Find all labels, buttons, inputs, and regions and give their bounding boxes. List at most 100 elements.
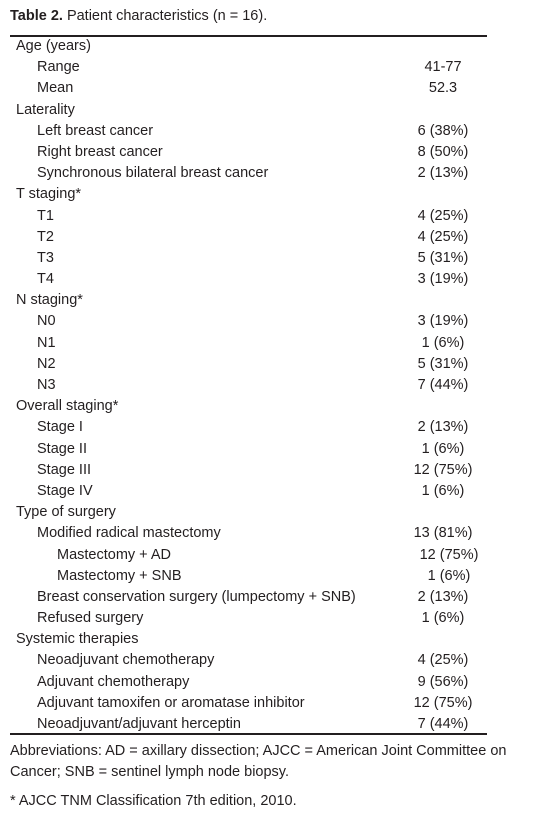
row-value: 1 (6%) xyxy=(421,440,465,457)
row-label: Stage II xyxy=(37,440,87,457)
row-value: 12 (75%) xyxy=(413,461,473,478)
row-label: Stage IV xyxy=(37,482,93,499)
table-bottom-rule xyxy=(10,733,487,735)
row-value: 3 (19%) xyxy=(417,313,469,330)
row-label: Neoadjuvant chemotherapy xyxy=(37,652,215,669)
table-row: Mastectomy + AD 12 (75%) xyxy=(10,545,487,566)
row-label: Refused surgery xyxy=(37,610,144,627)
table-caption: Table 2. Patient characteristics (n = 16… xyxy=(10,6,267,26)
table-row: Stage II 1 (6%) xyxy=(10,439,487,460)
table-section-header: Type of surgery xyxy=(10,502,487,523)
table-row: Stage III 12 (75%) xyxy=(10,460,487,481)
table-row: N1 1 (6%) xyxy=(10,333,487,354)
row-label: Adjuvant tamoxifen or aromatase inhibito… xyxy=(37,694,305,711)
row-label: T1 xyxy=(37,207,54,224)
table-caption-text: Patient characteristics (n = 16). xyxy=(62,8,268,24)
row-label: Laterality xyxy=(16,101,75,118)
row-label: N2 xyxy=(37,355,56,372)
table-row: T2 4 (25%) xyxy=(10,227,487,248)
table-row: T1 4 (25%) xyxy=(10,206,487,227)
row-value: 8 (50%) xyxy=(417,143,469,160)
row-label: T2 xyxy=(37,228,54,245)
row-label: Mastectomy + AD xyxy=(57,546,172,563)
table-row: Modified radical mastectomy 13 (81%) xyxy=(10,523,487,544)
table-caption-label: Table 2. xyxy=(10,8,63,24)
row-value: 1 (6%) xyxy=(427,567,471,584)
row-value: 12 (75%) xyxy=(413,694,473,711)
table-row: Range 41-77 xyxy=(10,57,487,78)
table-row: Right breast cancer 8 (50%) xyxy=(10,142,487,163)
table-row: Refused surgery 1 (6%) xyxy=(10,608,487,629)
row-value: 4 (25%) xyxy=(417,652,469,669)
table-section-header: Laterality xyxy=(10,100,487,121)
table-row: N0 3 (19%) xyxy=(10,311,487,332)
ajcc-footnote: * AJCC TNM Classification 7th edition, 2… xyxy=(10,793,297,809)
row-value: 13 (81%) xyxy=(413,525,473,542)
row-label: N1 xyxy=(37,334,56,351)
table-row: N2 5 (31%) xyxy=(10,354,487,375)
row-label: N3 xyxy=(37,377,56,393)
row-value: 1 (6%) xyxy=(421,482,465,499)
row-label: Breast conservation surgery (lumpectomy … xyxy=(37,588,356,605)
row-label: T staging* xyxy=(16,186,82,203)
table-section-header: Age (years) xyxy=(10,36,487,57)
table-row: Breast conservation surgery (lumpectomy … xyxy=(10,587,487,608)
table-row: Synchronous bilateral breast cancer 2 (13… xyxy=(10,163,487,184)
table-top-rule xyxy=(10,35,487,37)
row-label: Stage III xyxy=(37,461,92,478)
row-label: Age (years) xyxy=(16,38,91,54)
row-value: 9 (56%) xyxy=(417,673,469,690)
row-label: Modified radical mastectomy xyxy=(37,525,221,542)
table-row: N3 7 (44%) xyxy=(10,375,487,396)
row-label: Range xyxy=(37,59,80,76)
table-footnotes: Abbreviations: AD = axillary dissection;… xyxy=(10,741,510,812)
table-row: Neoadjuvant/adjuvant herceptin 7 (44%) xyxy=(10,714,487,735)
row-value: 4 (25%) xyxy=(417,228,469,245)
row-label: T4 xyxy=(37,271,54,288)
table-row: Stage I 2 (13%) xyxy=(10,417,487,438)
row-value: 52.3 xyxy=(428,80,458,97)
row-value: 1 (6%) xyxy=(421,334,465,351)
row-label: Mean xyxy=(37,80,74,97)
table-row: Mean 52.3 xyxy=(10,78,487,99)
row-label: T3 xyxy=(37,249,54,266)
row-label: Synchronous bilateral breast cancer xyxy=(37,165,269,182)
row-value: 7 (44%) xyxy=(417,377,469,393)
row-label: Type of surgery xyxy=(16,504,116,521)
row-value: 2 (13%) xyxy=(417,165,469,182)
row-label: Overall staging* xyxy=(16,398,119,415)
table-row: T3 5 (31%) xyxy=(10,248,487,269)
table-row: Neoadjuvant chemotherapy 4 (25%) xyxy=(10,650,487,671)
row-value: 2 (13%) xyxy=(417,419,469,436)
table-section-header: Overall staging* xyxy=(10,396,487,417)
table-section-header: Systemic therapies xyxy=(10,629,487,650)
row-label: Adjuvant chemotherapy xyxy=(37,673,190,690)
row-label: Mastectomy + SNB xyxy=(57,567,182,584)
row-label: N0 xyxy=(37,313,56,330)
abbreviations-note: Abbreviations: AD = axillary dissection;… xyxy=(10,743,507,780)
table-row: Adjuvant tamoxifen or aromatase inhibito… xyxy=(10,693,487,714)
row-value: 5 (31%) xyxy=(417,355,469,372)
table-section-header: T staging* xyxy=(10,184,487,205)
row-value: 7 (44%) xyxy=(417,716,469,732)
patient-characteristics-table: Age (years) Range 41-77 Mean 52.3 Laterality L… xyxy=(10,36,487,735)
row-label: Stage I xyxy=(37,419,83,436)
row-value: 3 (19%) xyxy=(417,271,469,288)
row-value: 5 (31%) xyxy=(417,249,469,266)
table-row: T4 3 (19%) xyxy=(10,269,487,290)
row-label: Left breast cancer xyxy=(37,122,154,139)
table-row: Left breast cancer 6 (38%) xyxy=(10,121,487,142)
row-label: Systemic therapies xyxy=(16,631,139,648)
table-row: Adjuvant chemotherapy 9 (56%) xyxy=(10,672,487,693)
row-label: Right breast cancer xyxy=(37,143,163,160)
table-section-header: N staging* xyxy=(10,290,487,311)
table-row: Stage IV 1 (6%) xyxy=(10,481,487,502)
row-value: 4 (25%) xyxy=(417,207,469,224)
row-value: 2 (13%) xyxy=(417,588,469,605)
row-value: 1 (6%) xyxy=(421,610,465,627)
table-row: Mastectomy + SNB 1 (6%) xyxy=(10,566,487,587)
row-value: 6 (38%) xyxy=(417,122,469,139)
row-label: N staging* xyxy=(16,292,83,309)
row-value: 41-77 xyxy=(424,59,462,76)
row-value: 12 (75%) xyxy=(419,546,479,563)
